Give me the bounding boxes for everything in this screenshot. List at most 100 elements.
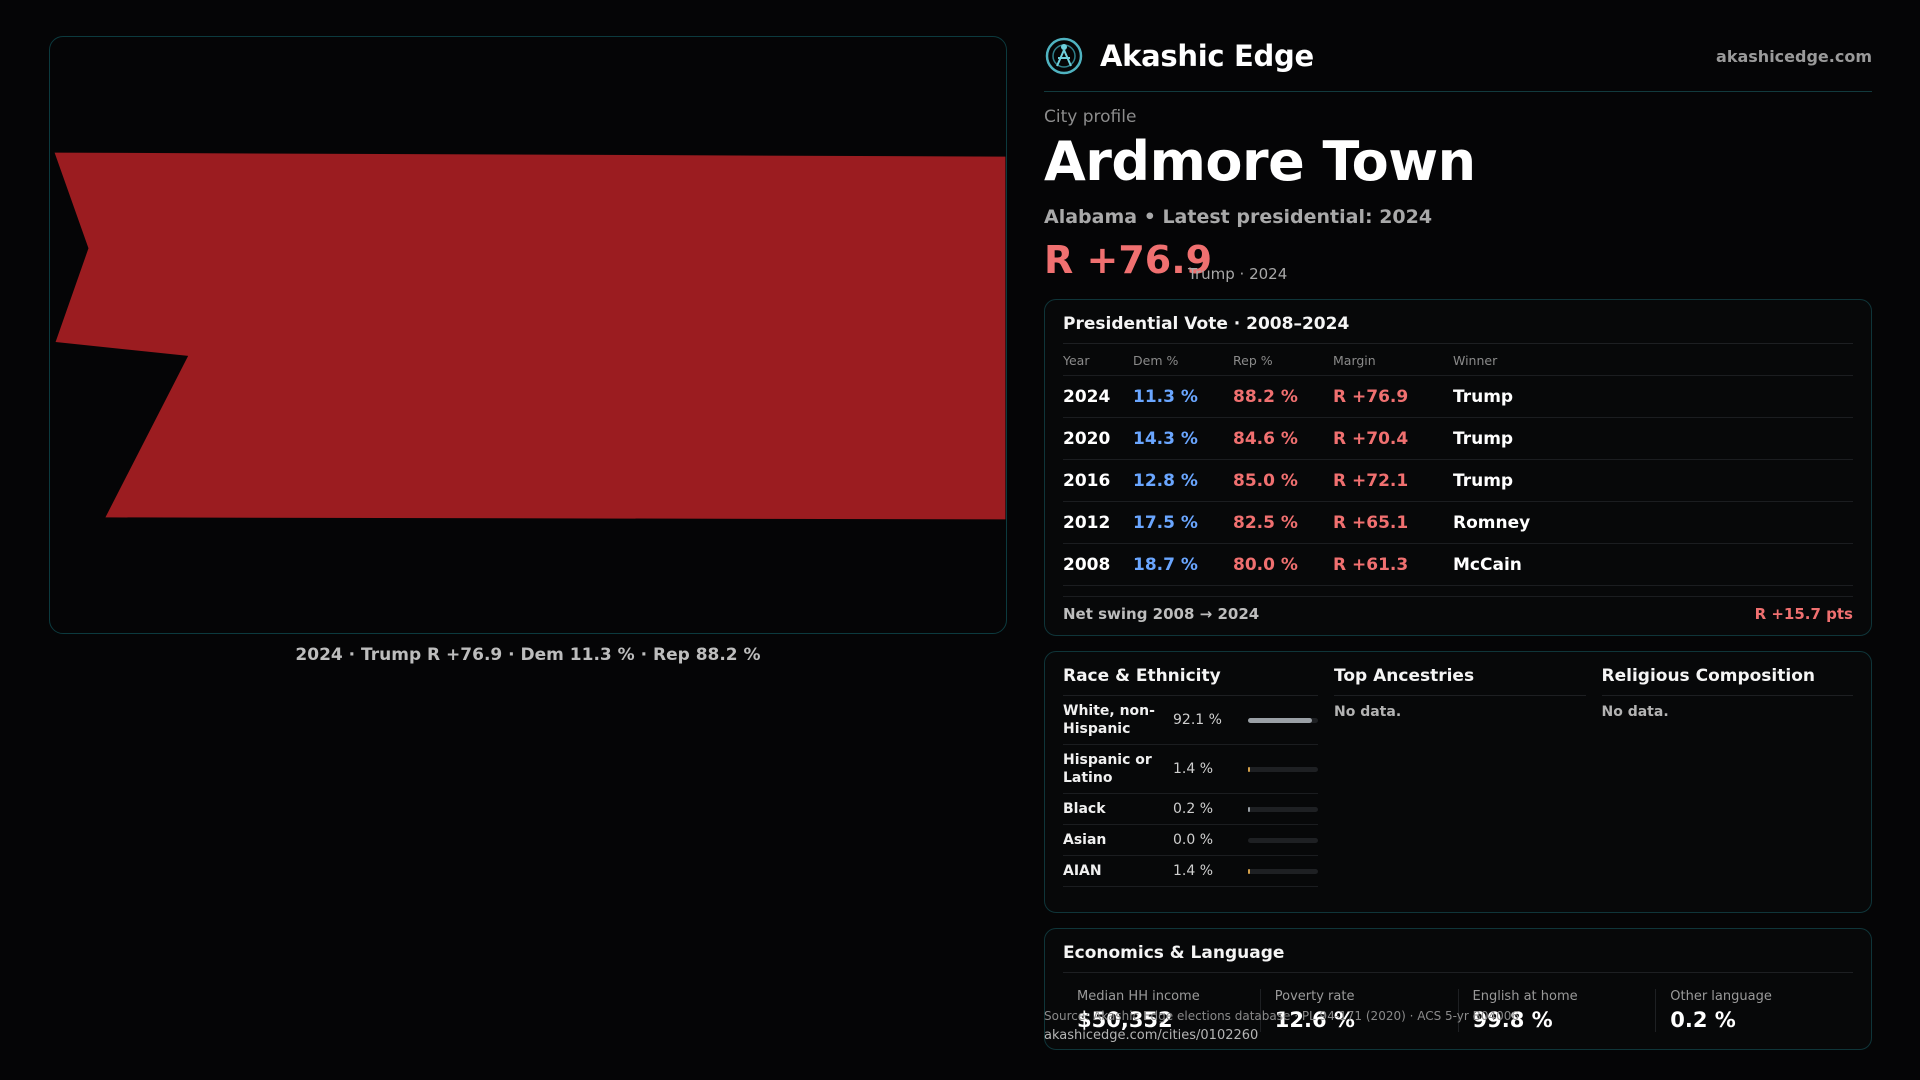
econ-title: Economics & Language (1063, 943, 1853, 973)
col-winner: Winner (1453, 346, 1853, 376)
econ-label: Median HH income (1077, 989, 1200, 1004)
headline-margin-note: Trump · 2024 (1188, 265, 1288, 283)
race-row: Asian 0.0 % (1063, 825, 1318, 856)
net-swing: Net swing 2008 → 2024 R +15.7 pts (1063, 596, 1853, 623)
economics-card: Economics & Language Median HH income $5… (1044, 928, 1872, 1050)
cell-margin: R +61.3 (1333, 543, 1453, 586)
akashic-edge-logo-icon (1045, 37, 1083, 75)
headline-margin: R +76.9 (1044, 238, 1213, 282)
net-swing-label: Net swing 2008 → 2024 (1063, 605, 1260, 623)
race-bar-fill (1248, 868, 1250, 874)
page-title: Ardmore Town (1044, 130, 1476, 193)
race-bar (1248, 717, 1318, 723)
cell-margin: R +70.4 (1333, 417, 1453, 460)
demographics-card: Race & Ethnicity White, non-Hispanic 92.… (1044, 651, 1872, 913)
race-value: 1.4 % (1173, 761, 1214, 777)
cell-rep: 82.5 % (1233, 501, 1333, 544)
cell-winner: Trump (1453, 459, 1853, 502)
race-label: Asian (1063, 832, 1107, 848)
table-row: 2008 18.7 % 80.0 % R +61.3 McCain (1063, 543, 1853, 586)
cell-margin: R +76.9 (1333, 375, 1453, 418)
race-label: White, non-Hispanic (1063, 703, 1155, 737)
map-panel[interactable] (49, 36, 1007, 634)
cell-rep: 84.6 % (1233, 417, 1333, 460)
econ-item: English at home 99.8 % (1457, 989, 1656, 1032)
cell-dem: 18.7 % (1133, 543, 1233, 586)
brand[interactable]: Akashic Edge (1044, 36, 1314, 76)
race-label: Black (1063, 801, 1106, 817)
brand-name: Akashic Edge (1100, 39, 1314, 73)
cell-year: 2020 (1063, 417, 1133, 460)
race-value: 0.2 % (1173, 801, 1214, 817)
cell-year: 2016 (1063, 459, 1133, 502)
header-divider (1044, 91, 1872, 92)
cell-year: 2008 (1063, 543, 1133, 586)
race-bar (1248, 837, 1318, 843)
cell-winner: Romney (1453, 501, 1853, 544)
econ-label: Poverty rate (1274, 989, 1355, 1004)
econ-item: Median HH income $50,352 (1063, 989, 1260, 1032)
col-year: Year (1063, 346, 1133, 376)
table-row: 2016 12.8 % 85.0 % R +72.1 Trump (1063, 459, 1853, 502)
race-bar-fill (1248, 717, 1313, 723)
race-value: 92.1 % (1173, 712, 1222, 728)
race-label: Hispanic or Latino (1063, 752, 1152, 786)
race-value: 0.0 % (1173, 832, 1214, 848)
cell-margin: R +65.1 (1333, 501, 1453, 544)
col-dem: Dem % (1133, 346, 1233, 376)
site-link[interactable]: akashicedge.com (1716, 47, 1872, 66)
econ-item: Poverty rate 12.6 % (1259, 989, 1458, 1032)
vote-table-header: Year Dem % Rep % Margin Winner (1063, 346, 1853, 376)
source-url[interactable]: akashicedge.com/cities/0102260 (1044, 1028, 1259, 1043)
cell-rep: 88.2 % (1233, 375, 1333, 418)
race-row: White, non-Hispanic 92.1 % (1063, 696, 1318, 745)
presidential-vote-card: Presidential Vote · 2008–2024 Year Dem %… (1044, 299, 1872, 636)
source-text: Source: Akashic Edge elections database … (1044, 1009, 1520, 1023)
econ-item: Other language 0.2 % (1655, 989, 1853, 1032)
profile-kicker: City profile (1044, 107, 1137, 127)
econ-value: 12.6 % (1274, 1008, 1355, 1032)
econ-value: 0.2 % (1670, 1008, 1736, 1032)
vote-card-title: Presidential Vote · 2008–2024 (1063, 314, 1853, 344)
cell-rep: 80.0 % (1233, 543, 1333, 586)
religion-empty: No data. (1601, 704, 1669, 720)
race-bar-fill (1248, 766, 1250, 772)
ancestries-section: Top Ancestries No data. (1334, 666, 1586, 898)
cell-rep: 85.0 % (1233, 459, 1333, 502)
ancestries-empty: No data. (1334, 704, 1402, 720)
econ-grid: Median HH income $50,352 Poverty rate 12… (1063, 989, 1853, 1032)
religion-section: Religious Composition No data. (1601, 666, 1853, 898)
net-swing-value: R +15.7 pts (1754, 605, 1853, 623)
race-label: AIAN (1063, 863, 1102, 879)
cell-year: 2024 (1063, 375, 1133, 418)
cell-dem: 12.8 % (1133, 459, 1233, 502)
cell-dem: 14.3 % (1133, 417, 1233, 460)
cell-year: 2012 (1063, 501, 1133, 544)
cell-margin: R +72.1 (1333, 459, 1453, 502)
race-title: Race & Ethnicity (1063, 666, 1318, 696)
race-bar (1248, 766, 1318, 772)
map-caption: 2024 · Trump R +76.9 · Dem 11.3 % · Rep … (295, 645, 761, 665)
table-row: 2020 14.3 % 84.6 % R +70.4 Trump (1063, 417, 1853, 460)
ancestries-title: Top Ancestries (1334, 666, 1586, 696)
cell-dem: 17.5 % (1133, 501, 1233, 544)
city-boundary-map (54, 152, 1006, 520)
race-bar-fill (1248, 806, 1250, 812)
table-row: 2024 11.3 % 88.2 % R +76.9 Trump (1063, 375, 1853, 418)
vote-table: Year Dem % Rep % Margin Winner 2024 11.3… (1063, 346, 1853, 586)
econ-value: 99.8 % (1472, 1008, 1553, 1032)
religion-title: Religious Composition (1601, 666, 1853, 696)
cell-winner: McCain (1453, 543, 1853, 586)
table-row: 2012 17.5 % 82.5 % R +65.1 Romney (1063, 501, 1853, 544)
race-value: 1.4 % (1173, 863, 1214, 879)
cell-winner: Trump (1453, 417, 1853, 460)
col-rep: Rep % (1233, 346, 1333, 376)
econ-value: $50,352 (1077, 1008, 1173, 1032)
econ-label: Other language (1670, 989, 1772, 1004)
race-row: Black 0.2 % (1063, 794, 1318, 825)
col-margin: Margin (1333, 346, 1453, 376)
econ-label: English at home (1472, 989, 1578, 1004)
city-boundary-shape[interactable] (54, 152, 1006, 520)
race-bar (1248, 806, 1318, 812)
race-row: Hispanic or Latino 1.4 % (1063, 745, 1318, 794)
